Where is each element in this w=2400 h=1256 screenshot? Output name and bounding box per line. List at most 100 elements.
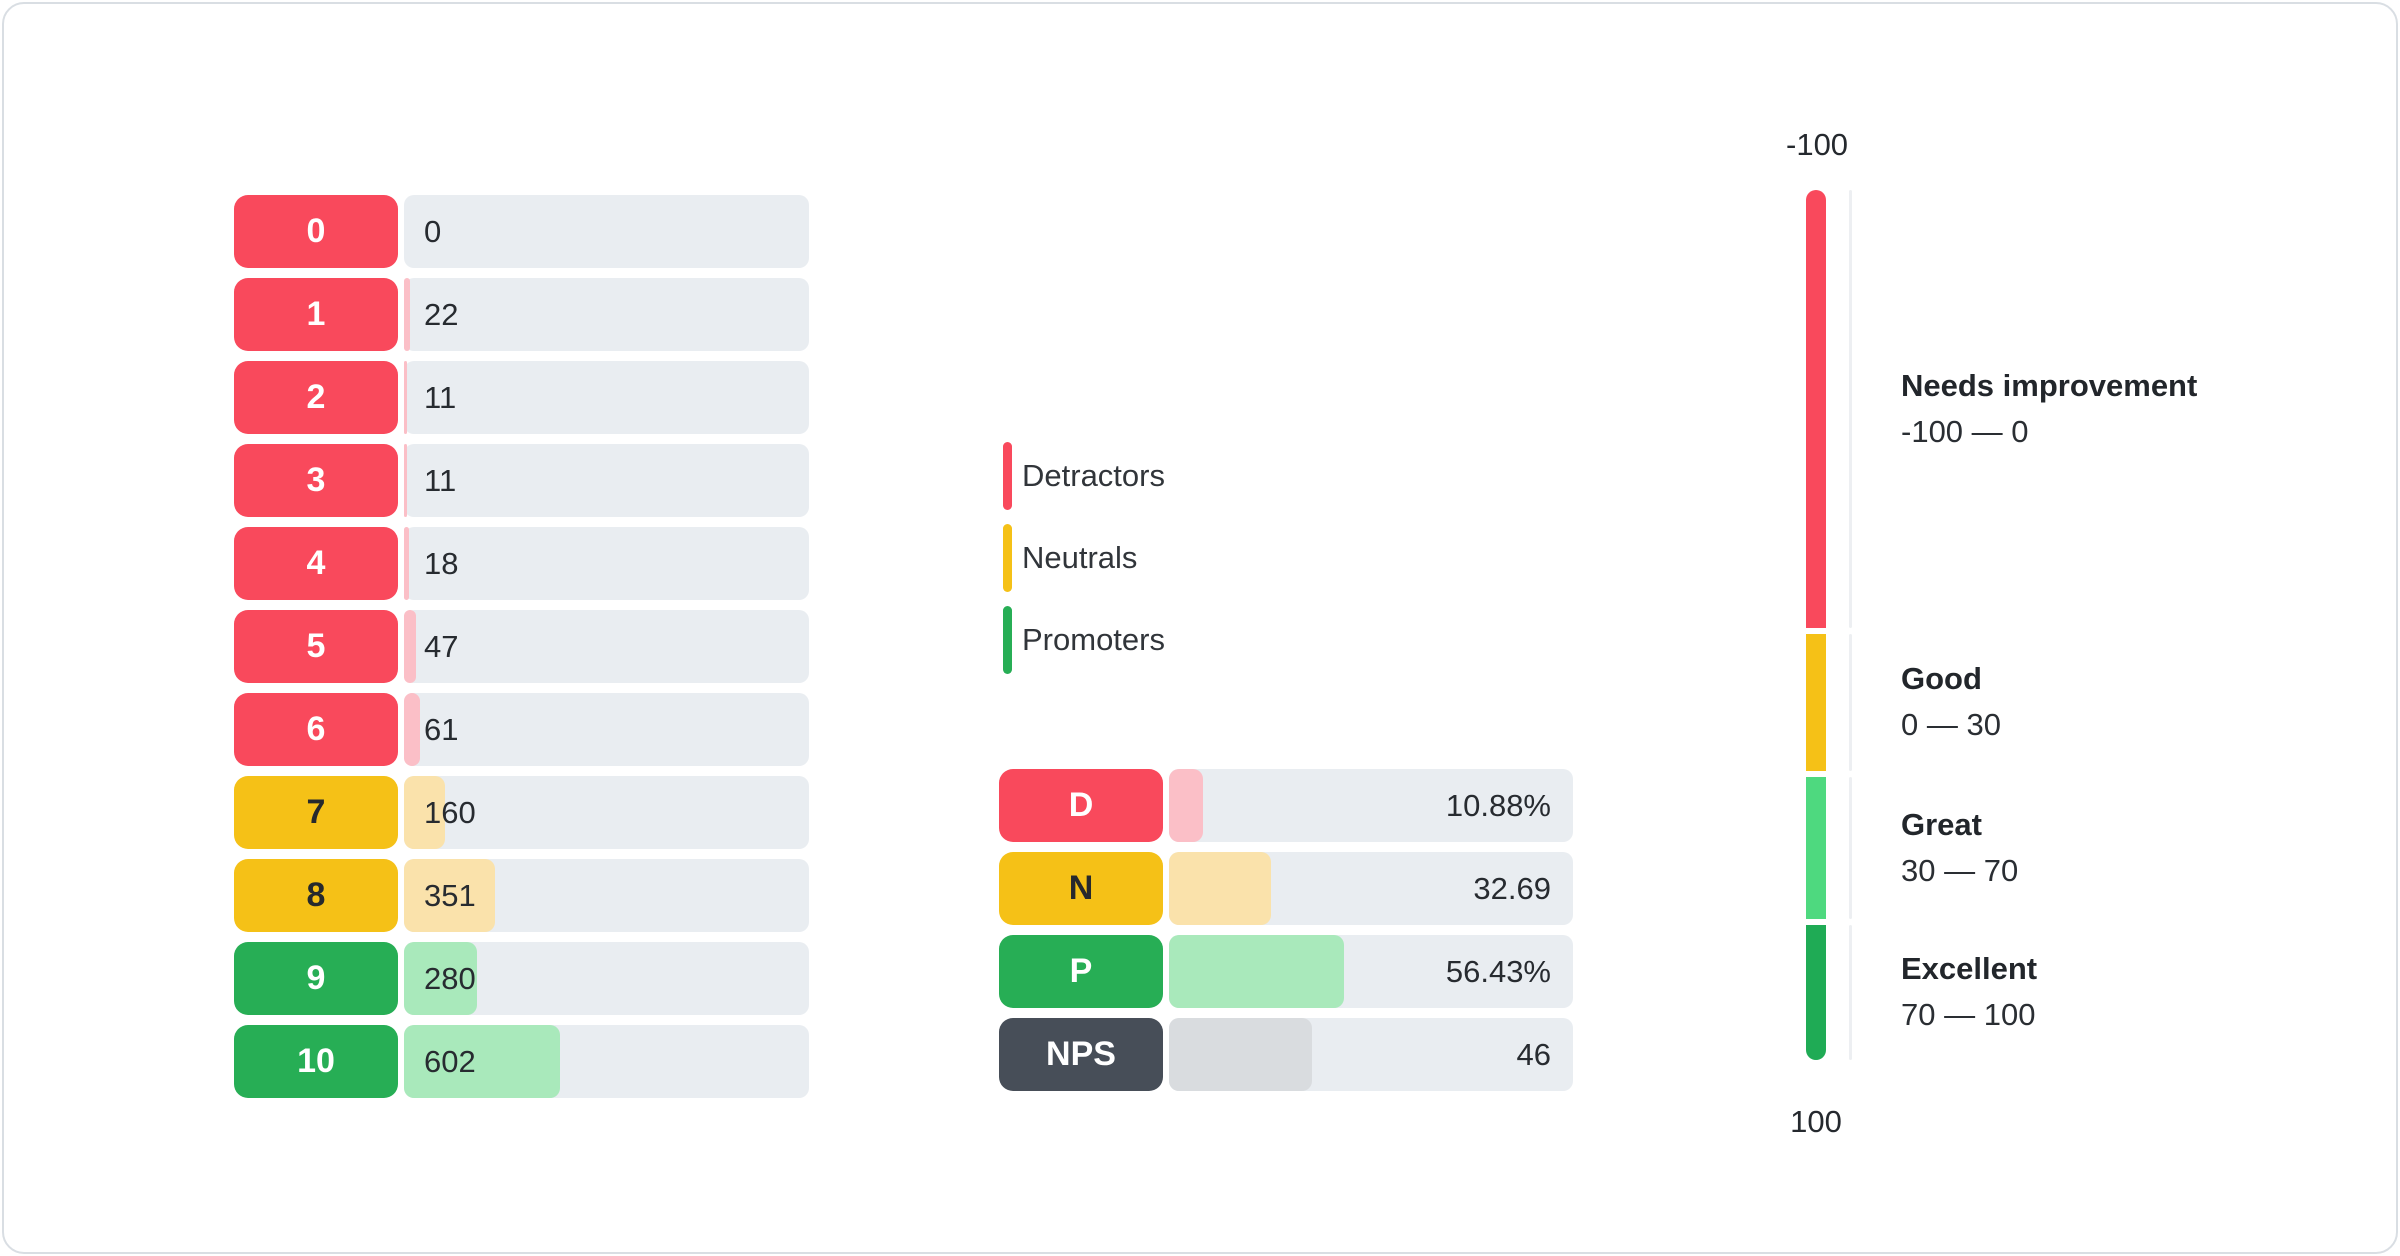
summary-value-promoters: 56.43% [1445,953,1551,989]
legend-item-neutrals: Neutrals [1003,524,1165,592]
gauge-max-positive-label: 100 [1790,1104,1842,1139]
legend: Detractors Neutrals Promoters [1003,442,1165,674]
score-track-10: 602 [404,1025,809,1098]
summary-track-promoters: 56.43% [1169,935,1573,1008]
score-track-3: 11 [404,444,809,517]
gauge-axis-tick-good [1849,634,1852,771]
score-count-8: 351 [424,877,476,913]
gauge-max-negative-label: -100 [1786,127,1849,162]
promoters-color-pill [1003,606,1012,674]
score-fill-8 [404,859,495,932]
summary-row-neutrals: N 32.69 [999,852,1573,925]
legend-label-detractors: Detractors [1022,458,1165,493]
score-fill-1 [404,278,410,351]
gauge-label-range: 70 — 100 [1901,997,2036,1032]
score-row-0: 0 0 [234,195,809,268]
score-track-8: 351 [404,859,809,932]
score-label-4: 4 [234,527,398,600]
nps-summary: D 10.88% N 32.69 P 56.43% [999,769,1573,1091]
gauge-label-range: 30 — 70 [1901,853,2019,888]
legend-label-promoters: Promoters [1022,622,1165,657]
legend-item-detractors: Detractors [1003,442,1165,510]
summary-label-promoters: P [999,935,1163,1008]
gauge-segment-good [1806,634,1826,771]
legend-label-neutrals: Neutrals [1022,540,1138,575]
score-row-3: 3 11 [234,444,809,517]
score-label-10: 10 [234,1025,398,1098]
summary-label-nps: NPS [999,1018,1163,1091]
score-track-2: 11 [404,361,809,434]
score-distribution-chart: 0 0 1 22 2 11 3 [234,195,809,1098]
score-count-9: 280 [424,960,476,996]
detractors-color-pill [1003,442,1012,510]
score-count-10: 602 [424,1043,476,1079]
gauge-label-title: Good [1901,661,1982,696]
score-count-2: 11 [424,379,457,415]
score-label-6: 6 [234,693,398,766]
score-count-6: 61 [424,711,459,747]
score-fill-5 [404,610,417,683]
gauge-axis-tick-excellent [1849,925,1852,1060]
score-row-1: 1 22 [234,278,809,351]
summary-value-neutrals: 32.69 [1473,870,1551,906]
neutrals-color-pill [1003,524,1012,592]
nps-gauge: -100 Needs improvement -100 — 0 Good 0 —… [1784,119,2400,1149]
gauge-label-range: 0 — 30 [1901,707,2001,742]
score-fill-10 [404,1025,560,1098]
gauge-label-good: Good 0 — 30 [1901,660,2381,744]
score-fill-9 [404,942,477,1015]
summary-track-neutrals: 32.69 [1169,852,1573,925]
score-row-6: 6 61 [234,693,809,766]
score-row-2: 2 11 [234,361,809,434]
gauge-label-great: Great 30 — 70 [1901,806,2381,890]
score-fill-2 [404,361,407,434]
score-track-5: 47 [404,610,809,683]
gauge-label-excellent: Excellent 70 — 100 [1901,950,2381,1034]
summary-fill-nps [1169,1018,1313,1091]
gauge-label-needs-improvement: Needs improvement -100 — 0 [1901,367,2381,451]
gauge-axis-tick-needs-improvement [1849,190,1852,628]
gauge-axis-tick-great [1849,777,1852,919]
gauge-segment-great [1806,777,1826,919]
score-track-7: 160 [404,776,809,849]
score-label-7: 7 [234,776,398,849]
score-track-0: 0 [404,195,809,268]
score-track-4: 18 [404,527,809,600]
summary-track-nps: 46 [1169,1018,1573,1091]
summary-label-neutrals: N [999,852,1163,925]
score-count-1: 22 [424,296,459,332]
score-count-3: 11 [424,462,457,498]
score-count-7: 160 [424,794,476,830]
summary-value-nps: 46 [1516,1036,1551,1072]
gauge-segment-excellent [1806,925,1826,1060]
summary-fill-detractors [1169,769,1203,842]
score-label-3: 3 [234,444,398,517]
score-label-8: 8 [234,859,398,932]
score-count-0: 0 [424,213,442,249]
legend-item-promoters: Promoters [1003,606,1165,674]
score-row-8: 8 351 [234,859,809,932]
summary-value-detractors: 10.88% [1445,787,1551,823]
score-row-10: 10 602 [234,1025,809,1098]
score-row-5: 5 47 [234,610,809,683]
score-track-1: 22 [404,278,809,351]
summary-label-detractors: D [999,769,1163,842]
gauge-segment-needs-improvement [1806,190,1826,628]
score-label-9: 9 [234,942,398,1015]
score-row-4: 4 18 [234,527,809,600]
score-track-6: 61 [404,693,809,766]
gauge-label-range: -100 — 0 [1901,414,2029,449]
gauge-label-title: Great [1901,807,1982,842]
score-fill-7 [404,776,446,849]
summary-row-detractors: D 10.88% [999,769,1573,842]
gauge-label-title: Excellent [1901,951,2038,986]
score-fill-3 [404,444,407,517]
score-count-4: 18 [424,545,459,581]
summary-fill-promoters [1169,935,1345,1008]
score-fill-4 [404,527,409,600]
score-row-7: 7 160 [234,776,809,849]
summary-fill-neutrals [1169,852,1271,925]
summary-track-detractors: 10.88% [1169,769,1573,842]
